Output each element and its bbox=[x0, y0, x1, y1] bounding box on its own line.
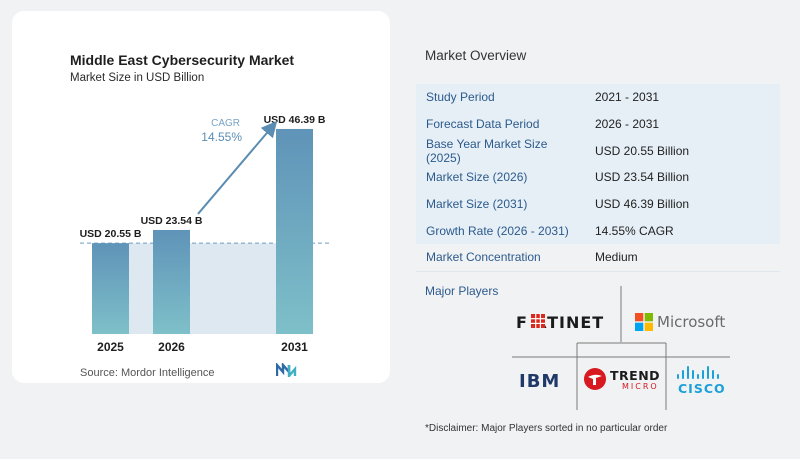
bar-value-label: USD 46.39 B bbox=[264, 114, 326, 126]
cagr-value: 14.55% bbox=[201, 130, 242, 144]
overview-value: Medium bbox=[595, 250, 638, 265]
bar-2031 bbox=[276, 128, 313, 334]
overview-value: USD 46.39 Billion bbox=[595, 197, 690, 212]
overview-table: Study Period 2021 - 2031 Forecast Data P… bbox=[416, 84, 780, 272]
overview-label: Market Size (2026) bbox=[426, 170, 528, 185]
bar-value-label: USD 20.55 B bbox=[80, 228, 142, 240]
x-tick-label: 2026 bbox=[158, 340, 185, 354]
overview-row: Study Period 2021 - 2031 bbox=[416, 84, 780, 111]
fortinet-logo-text: F RTINET bbox=[516, 313, 605, 332]
trend-logo-bottom: MICRO bbox=[622, 382, 659, 391]
overview-row: Market Concentration Medium bbox=[416, 244, 780, 271]
overview-label: Growth Rate (2026 - 2031) bbox=[426, 223, 569, 238]
source-text: Source: Mordor Intelligence bbox=[80, 367, 215, 379]
ibm-logo: IBM bbox=[519, 371, 561, 392]
bar-2026 bbox=[153, 229, 190, 334]
overview-value: 14.55% CAGR bbox=[595, 223, 674, 238]
mordor-logo-icon bbox=[276, 363, 297, 377]
trend-logo-top: TREND bbox=[610, 368, 661, 383]
bar-value-label: USD 23.54 B bbox=[141, 215, 203, 227]
chart-title: Middle East Cybersecurity Market bbox=[70, 52, 295, 68]
overview-row: Base Year Market Size (2025) USD 20.55 B… bbox=[416, 136, 780, 165]
overview-value: USD 20.55 Billion bbox=[595, 143, 690, 158]
overview-row: Growth Rate (2026 - 2031) 14.55% CAGR bbox=[416, 217, 780, 245]
overview-value: USD 23.54 Billion bbox=[595, 170, 690, 185]
trend-micro-icon bbox=[584, 368, 606, 390]
chart-plot: USD 20.55 B 2025 USD 23.54 B 2026 USD 46.39 … bbox=[80, 114, 330, 354]
overview-divider bbox=[416, 270, 780, 272]
overview-label: Study Period bbox=[426, 90, 495, 105]
chart-subtitle: Market Size in USD Billion bbox=[70, 72, 205, 84]
overview-row: Market Size (2026) USD 23.54 Billion bbox=[416, 164, 780, 191]
overview-value: 2021 - 2031 bbox=[595, 90, 660, 105]
cisco-bars-icon bbox=[677, 366, 719, 379]
overview-label: Base Year Market Size (2025) bbox=[426, 136, 548, 165]
overview-label: Market Size (2031) bbox=[426, 197, 528, 212]
fortinet-grid-icon bbox=[531, 314, 545, 328]
overview-label: Market Concentration bbox=[426, 250, 541, 265]
overview-title: Market Overview bbox=[425, 48, 527, 63]
fortinet-logo: F RTINET bbox=[516, 313, 604, 332]
overview-row: Market Size (2031) USD 46.39 Billion bbox=[416, 190, 780, 218]
overview-label: Forecast Data Period bbox=[426, 117, 540, 132]
cisco-logo: CISCO bbox=[678, 381, 726, 396]
cagr-label: CAGR bbox=[211, 118, 240, 129]
microsoft-windows-icon bbox=[635, 313, 653, 331]
cagr-arrow bbox=[197, 120, 278, 215]
disclaimer: *Disclaimer: Major Players sorted in no … bbox=[425, 423, 668, 434]
x-tick-label: 2025 bbox=[97, 340, 124, 354]
players-title: Major Players bbox=[425, 284, 499, 298]
microsoft-logo: Microsoft bbox=[657, 313, 726, 331]
overview-value: 2026 - 2031 bbox=[595, 117, 660, 132]
overview-row: Forecast Data Period 2026 - 2031 bbox=[416, 110, 780, 138]
x-tick-label: 2031 bbox=[281, 340, 308, 354]
bar-2025 bbox=[92, 243, 129, 334]
